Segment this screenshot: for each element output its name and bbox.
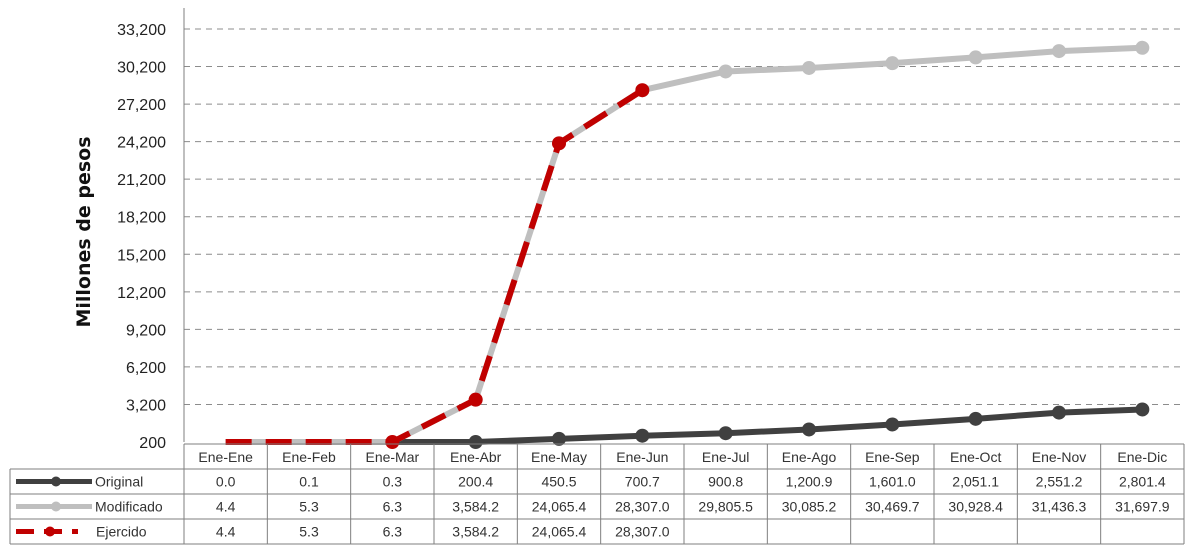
data-point-modificado (802, 60, 816, 75)
y-tick-label: 33,200 (117, 22, 166, 39)
table-cell-value: 5.3 (299, 499, 319, 515)
data-point-ejercido (635, 83, 650, 98)
y-tick-label: 24,200 (117, 135, 166, 152)
table-cell-value: 0.0 (216, 474, 236, 490)
table-cell-value: 900.8 (708, 474, 743, 490)
table-cell-value: 24,065.4 (532, 524, 587, 540)
data-point-ejercido (552, 136, 566, 151)
y-tick-label: 30,200 (117, 60, 166, 77)
table-cell-value: 29,805.5 (698, 499, 753, 515)
y-axis-title: Millones de pesos (73, 136, 95, 327)
legend-marker-ejercido (45, 526, 55, 537)
y-tick-label: 27,200 (117, 97, 166, 114)
data-point-original (968, 411, 983, 426)
table-cell-value: 2,051.1 (952, 474, 999, 490)
table-cell-value: 6.3 (383, 499, 403, 515)
table-cell-value: 700.7 (625, 474, 660, 490)
legend-label: Modificado (95, 499, 163, 515)
x-category-label: Ene-Ene (198, 449, 253, 465)
table-cell-value: 0.1 (299, 474, 319, 490)
y-tick-label: 3,200 (126, 397, 166, 414)
data-point-ejercido (468, 392, 483, 407)
x-category-label: Ene-Jul (702, 449, 749, 465)
legend-marker-original (51, 476, 61, 487)
y-tick-label: 200 (139, 435, 166, 452)
table-cell-value: 1,601.0 (869, 474, 916, 490)
y-axis-ticks: 200 3,200 6,200 9,200 12,200 15,200 18,200 21,2… (117, 22, 166, 452)
data-point-modificado (885, 56, 900, 71)
table-cell-value: 2,551.2 (1036, 474, 1083, 490)
x-category-label: Ene-Jun (616, 449, 668, 465)
table-cell-value: 5.3 (299, 524, 319, 540)
table-cell-value: 3,584.2 (452, 499, 499, 515)
table-cell-value: 0.3 (383, 474, 403, 490)
table-cell-value: 24,065.4 (532, 499, 587, 515)
y-tick-label: 18,200 (117, 210, 166, 227)
x-category-label: Ene-Mar (365, 449, 419, 465)
data-point-original (1052, 405, 1066, 420)
y-tick-label: 9,200 (126, 322, 166, 339)
x-category-label: Ene-Oct (950, 449, 1001, 465)
series-line-original (225, 406, 1143, 445)
table-cell-value: 3,584.2 (452, 524, 499, 540)
table-cell-value: 31,697.9 (1115, 499, 1170, 515)
table-cell-value: 30,085.2 (782, 499, 837, 515)
x-category-label: Ene-Dic (1117, 449, 1167, 465)
table-cell-value: 200.4 (458, 474, 493, 490)
series-lines (225, 40, 1150, 449)
legend-label: Ejercido (96, 524, 147, 540)
table-cell-value: 4.4 (216, 524, 236, 540)
data-point-original (718, 426, 733, 441)
series-line-modificado (225, 44, 1143, 445)
y-tick-label: 12,200 (117, 285, 166, 302)
data-point-original (1135, 402, 1150, 417)
x-category-label: Ene-May (531, 449, 587, 465)
data-point-modificado (1135, 40, 1150, 55)
table-cell-value: 6.3 (383, 524, 403, 540)
data-table: Ene-Ene Ene-Feb Ene-Mar Ene-Abr Ene-May Ene-J… (9, 443, 1185, 545)
y-tick-label: 21,200 (117, 172, 166, 189)
table-cell-value: 1,200.9 (786, 474, 833, 490)
data-point-ejercido (385, 435, 400, 449)
data-point-modificado (1052, 44, 1066, 59)
x-category-label: Ene-Nov (1032, 449, 1086, 465)
data-point-original (552, 431, 566, 446)
data-point-original (635, 428, 650, 443)
gridlines (184, 28, 1184, 405)
data-point-original (468, 434, 483, 449)
data-point-original (802, 422, 816, 437)
y-tick-label: 15,200 (117, 247, 166, 264)
table-cell-value: 31,436.3 (1032, 499, 1087, 515)
legend-label: Original (95, 474, 143, 490)
table-cell-value: 4.4 (216, 499, 236, 515)
y-tick-label: 6,200 (126, 360, 166, 377)
legend-marker-modificado (51, 501, 61, 512)
table-cell-value: 450.5 (541, 474, 576, 490)
x-category-label: Ene-Ago (782, 449, 837, 465)
x-category-label: Ene-Abr (450, 449, 502, 465)
data-point-modificado (968, 50, 983, 65)
table-cell-value: 28,307.0 (615, 499, 670, 515)
data-point-original (885, 417, 900, 432)
x-category-label: Ene-Sep (865, 449, 920, 465)
table-cell-value: 28,307.0 (615, 524, 670, 540)
table-cell-value: 2,801.4 (1119, 474, 1166, 490)
data-point-modificado (718, 64, 733, 79)
x-category-label: Ene-Feb (282, 449, 336, 465)
series-line-ejercido (225, 87, 644, 445)
table-cell-value: 30,469.7 (865, 499, 920, 515)
table-cell-value: 30,928.4 (948, 499, 1003, 515)
